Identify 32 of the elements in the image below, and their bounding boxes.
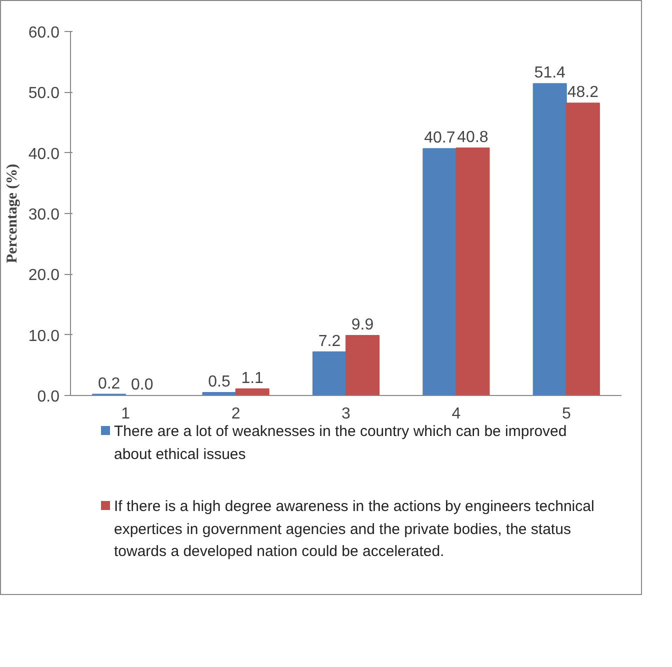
bar [235, 388, 270, 396]
data-label: 1.1 [241, 370, 264, 387]
x-tick-label: 4 [452, 406, 461, 422]
data-label: 51.4 [534, 64, 566, 82]
bar [312, 351, 346, 396]
data-label: 0.2 [98, 375, 120, 392]
y-tick-label: 40.0 [28, 146, 60, 163]
y-tick-label: 50.0 [28, 85, 60, 102]
x-tick-label: 5 [562, 406, 571, 422]
legend-label: If there is a high degree awareness in the actions by engineers technical expertices in government agencies and the private bodies, the status towards a developed nation could be accelerated. [114, 497, 596, 562]
data-label: 7.2 [318, 332, 341, 350]
data-label: 0.0 [131, 376, 154, 394]
data-label: 48.2 [567, 84, 599, 102]
y-tick-label: 60.0 [28, 24, 60, 42]
data-label: 40.8 [457, 128, 488, 146]
data-label: 40.7 [424, 130, 456, 147]
data-label: 9.9 [351, 316, 374, 334]
bar [566, 102, 600, 396]
y-tick-label: 10.0 [28, 328, 60, 345]
bar [346, 334, 380, 396]
y-tick-label: 0.0 [37, 388, 60, 406]
y-axis-title: Percentage (%) [4, 164, 20, 264]
x-tick-label: 1 [121, 406, 130, 422]
y-tick-label: 20.0 [28, 267, 60, 284]
y-tick-label: 30.0 [28, 206, 60, 224]
x-tick-label: 3 [342, 406, 351, 422]
legend-label: There are a lot of weaknesses in the country which can be improved about ethical issues [114, 422, 568, 464]
data-label: 0.5 [208, 373, 230, 390]
bar [532, 83, 567, 396]
bar [422, 148, 457, 396]
x-tick-label: 2 [231, 406, 240, 422]
bar [456, 147, 490, 396]
